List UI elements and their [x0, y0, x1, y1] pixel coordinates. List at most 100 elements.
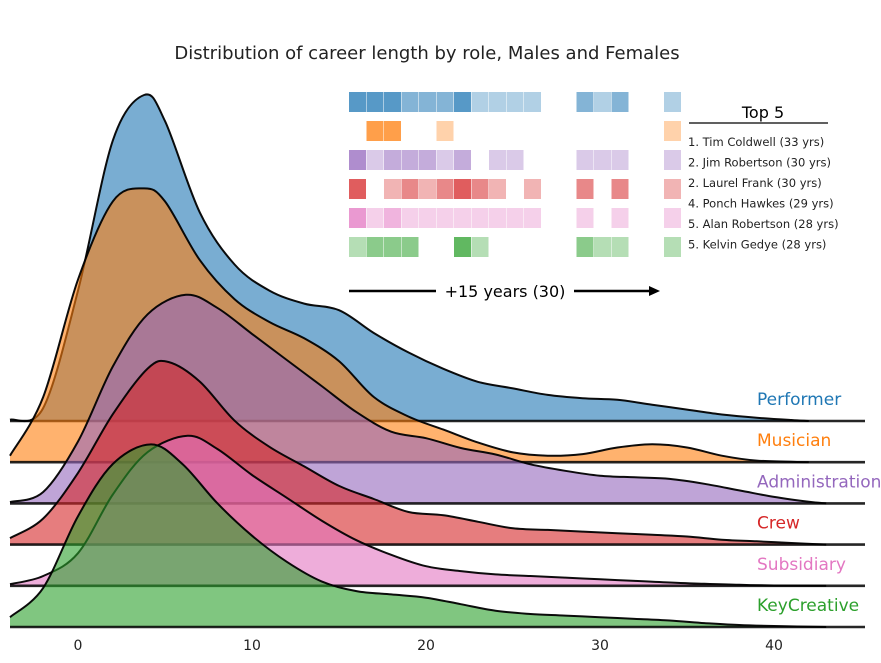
ridge-outline-key-creative [9, 443, 827, 628]
ridge-labels: Performer Musician Administration Crew Subsi… [757, 390, 881, 616]
inset-grid [349, 92, 681, 257]
ridge-key-creative [9, 443, 865, 629]
x-tick-label: 40 [765, 638, 783, 654]
inset-cell [594, 150, 611, 170]
inset-cell [366, 92, 384, 112]
inset-cell [506, 92, 524, 112]
chart-title: Distribution of career length by role, M… [174, 43, 679, 64]
inset-cell [611, 208, 629, 228]
inset-cell [506, 208, 524, 228]
inset-cell [454, 237, 471, 257]
inset-panel: Top 5 1. Tim Coldwell (33 yrs) 2. Jim Rob… [349, 92, 839, 301]
top5-item: 2. Jim Robertson (30 yrs) [688, 156, 831, 170]
inset-row-performer [349, 92, 681, 112]
inset-cell [489, 150, 506, 170]
inset-cell [611, 237, 629, 257]
inset-cell [664, 121, 681, 141]
inset-cell [384, 179, 401, 199]
inset-cell [471, 208, 489, 228]
inset-cell [384, 150, 401, 170]
inset-cell [384, 92, 401, 112]
inset-cell [349, 179, 366, 199]
inset-cell [436, 208, 454, 228]
x-tick-label: 0 [74, 638, 83, 654]
inset-cell [384, 237, 401, 257]
ridge-label-administration: Administration [757, 472, 881, 492]
inset-cell [489, 208, 506, 228]
arrow-head [649, 286, 660, 296]
arrow-label: +15 years (30) [445, 282, 566, 301]
ridge-label-musician: Musician [757, 431, 831, 451]
inset-cell [454, 92, 471, 112]
inset-cell [436, 150, 454, 170]
inset-cell [524, 92, 541, 112]
top5-item: 4. Ponch Hawkes (29 yrs) [688, 197, 834, 211]
ridge-outline-performer [9, 93, 809, 423]
inset-cell [576, 237, 594, 257]
ridge-outline-musician [9, 187, 809, 464]
inset-cell [436, 92, 454, 112]
inset-row-key-creative [349, 237, 681, 257]
inset-cell [401, 150, 419, 170]
inset-cell [489, 179, 506, 199]
ridge-label-key-creative: KeyCreative [757, 596, 859, 616]
x-tick-label: 30 [591, 638, 609, 654]
inset-cell [471, 237, 489, 257]
inset-cell [349, 208, 366, 228]
inset-cell [576, 179, 594, 199]
ridges [9, 93, 865, 629]
inset-cell [366, 208, 384, 228]
top5-item: 2. Laurel Frank (30 yrs) [688, 176, 822, 190]
inset-row-crew [349, 179, 681, 199]
inset-cell [471, 179, 489, 199]
top5-list: 1. Tim Coldwell (33 yrs) 2. Jim Robertson… [688, 135, 839, 252]
inset-cell [576, 92, 594, 112]
ridge-label-subsidiary: Subsidiary [757, 555, 846, 575]
inset-cell [419, 208, 436, 228]
ridge-area-key-creative [10, 444, 827, 627]
inset-cell [436, 179, 454, 199]
inset-cell [489, 92, 506, 112]
inset-cell [664, 92, 681, 112]
inset-cell [419, 150, 436, 170]
ridge-label-crew: Crew [757, 514, 800, 534]
inset-cell [576, 208, 594, 228]
top5-item: 1. Tim Coldwell (33 yrs) [688, 135, 824, 149]
x-tick-label: 20 [417, 638, 435, 654]
inset-cell [366, 237, 384, 257]
ridge-outline-crew [9, 359, 827, 546]
inset-row-subsidiary [349, 208, 681, 228]
inset-row-musician [366, 121, 681, 141]
inset-cell [349, 150, 366, 170]
top5-item: 5. Kelvin Gedye (28 yrs) [688, 238, 826, 252]
inset-cell [611, 150, 629, 170]
inset-cell [664, 179, 681, 199]
inset-cell [401, 237, 419, 257]
inset-cell [611, 92, 629, 112]
x-axis: 0 10 20 30 40 [74, 638, 783, 654]
inset-title: Top 5 [741, 103, 784, 122]
inset-cell [366, 150, 384, 170]
inset-cell [471, 92, 489, 112]
inset-cell [401, 208, 419, 228]
inset-cell [524, 208, 541, 228]
inset-cell [594, 237, 611, 257]
inset-cell [524, 179, 541, 199]
inset-cell [384, 121, 401, 141]
ridge-label-performer: Performer [757, 390, 841, 410]
inset-cell [349, 92, 366, 112]
inset-cell [664, 150, 681, 170]
inset-cell [454, 179, 471, 199]
inset-cell [594, 92, 611, 112]
inset-cell [401, 179, 419, 199]
top5-item: 5. Alan Robertson (28 yrs) [688, 217, 839, 231]
inset-cell [454, 150, 471, 170]
inset-cell [611, 179, 629, 199]
inset-cell [366, 121, 384, 141]
ridge-outline-administration [9, 293, 827, 505]
inset-cell [664, 208, 681, 228]
inset-cell [384, 208, 401, 228]
inset-cell [454, 208, 471, 228]
x-tick-label: 10 [243, 638, 261, 654]
